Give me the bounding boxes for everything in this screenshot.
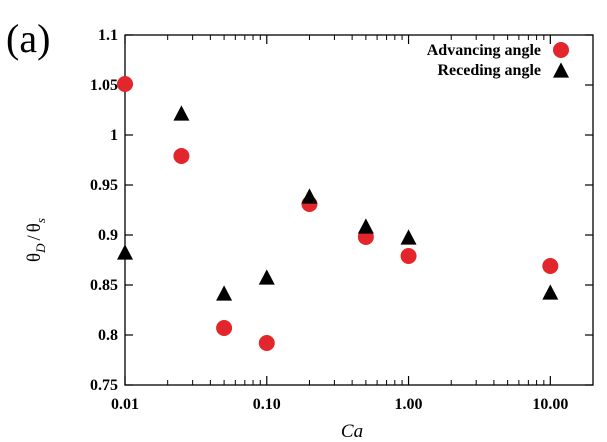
receding-point bbox=[542, 284, 559, 300]
advancing-point bbox=[117, 76, 133, 92]
y-label-sep: / bbox=[24, 234, 45, 240]
advancing-point bbox=[400, 248, 417, 264]
y-tick-label: 0.8 bbox=[98, 327, 118, 344]
y-tick-label: 0.9 bbox=[98, 227, 118, 244]
y-label-theta-1: θ bbox=[24, 253, 45, 262]
x-axis-label: Ca bbox=[341, 421, 363, 442]
legend-circle-marker bbox=[553, 42, 569, 58]
receding-point bbox=[400, 229, 417, 245]
legend: Advancing angle Receding angle bbox=[427, 42, 569, 79]
x-tick-label: 0.10 bbox=[253, 396, 281, 413]
legend-label: Receding angle bbox=[437, 62, 541, 79]
x-tick-label: 1.00 bbox=[395, 396, 423, 413]
x-axis-ticks: 0.01 0.10 1.00 10.00 bbox=[111, 35, 568, 413]
y-tick-label: 1 bbox=[110, 127, 118, 144]
y-tick-label: 0.85 bbox=[90, 277, 118, 294]
receding-point bbox=[173, 105, 190, 121]
advancing-point bbox=[216, 320, 233, 336]
receding-point bbox=[258, 269, 275, 285]
y-label-sub-s: s bbox=[33, 218, 48, 223]
data-markers bbox=[117, 76, 559, 351]
legend-label: Advancing angle bbox=[427, 42, 541, 59]
receding-point bbox=[216, 285, 233, 301]
receding-point bbox=[117, 244, 133, 260]
y-axis-label: θD/θs bbox=[24, 218, 48, 262]
y-tick-label: 1.05 bbox=[90, 77, 118, 94]
y-label-sub-d: D bbox=[33, 243, 48, 254]
y-label-theta-2: θ bbox=[24, 223, 45, 232]
y-tick-label: 0.95 bbox=[90, 177, 118, 194]
receding-point bbox=[301, 188, 318, 204]
advancing-point bbox=[173, 148, 190, 164]
y-tick-label: 0.75 bbox=[90, 377, 118, 394]
plot-frame bbox=[124, 34, 594, 386]
advancing-point bbox=[542, 258, 559, 274]
panel-label: (a) bbox=[6, 16, 50, 61]
receding-point bbox=[357, 218, 374, 234]
advancing-point bbox=[258, 335, 275, 351]
x-tick-label: 0.01 bbox=[111, 396, 139, 413]
legend-triangle-marker bbox=[553, 62, 569, 78]
x-tick-label: 10.00 bbox=[532, 396, 568, 413]
y-axis-ticks: 0.75 0.8 0.85 0.9 0.95 1 1.05 1.1 bbox=[90, 27, 593, 394]
y-tick-label: 1.1 bbox=[98, 27, 118, 44]
plot-border bbox=[124, 34, 594, 386]
